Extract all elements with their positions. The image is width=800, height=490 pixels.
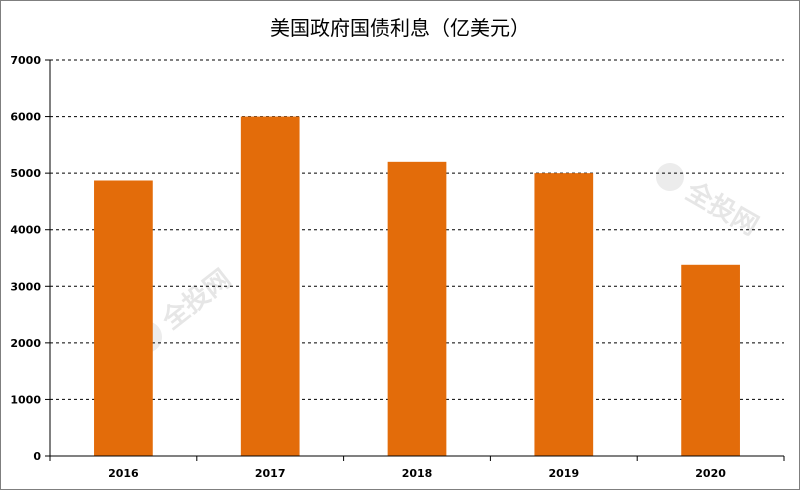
y-tick-label: 5000 <box>10 167 41 180</box>
y-tick-label: 3000 <box>10 280 41 293</box>
x-tick-label: 2018 <box>402 467 433 480</box>
watermark-text: 全投网 <box>156 263 237 336</box>
bar-2018 <box>387 161 447 457</box>
bar-2019 <box>534 173 594 456</box>
x-tick-label: 2019 <box>548 467 579 480</box>
bar-2016 <box>94 180 153 457</box>
y-tick-label: 7000 <box>10 54 41 67</box>
y-tick-label: 1000 <box>10 393 41 406</box>
y-axis-tick-labels: 0 1000 2000 3000 4000 5000 6000 7000 <box>10 54 41 463</box>
x-axis-tick-labels: 2016 2017 2018 2019 2020 <box>108 467 726 480</box>
chart-title: 美国政府国债利息（亿美元） <box>270 16 530 40</box>
watermark-logo-icon <box>656 163 684 191</box>
y-tick-label: 2000 <box>10 337 41 350</box>
y-tick-label: 0 <box>33 450 41 463</box>
y-tick-label: 6000 <box>10 111 41 124</box>
bars <box>94 116 740 457</box>
bar-2020 <box>681 264 740 456</box>
x-tick-label: 2016 <box>108 467 139 480</box>
x-tick-label: 2017 <box>255 467 286 480</box>
x-tick-label: 2020 <box>695 467 726 480</box>
watermark-text: 全投网 <box>680 175 764 241</box>
bar-2017 <box>240 116 300 457</box>
axes <box>45 59 785 461</box>
watermark-right: 全投网 <box>656 163 764 242</box>
y-tick-label: 4000 <box>10 224 41 237</box>
